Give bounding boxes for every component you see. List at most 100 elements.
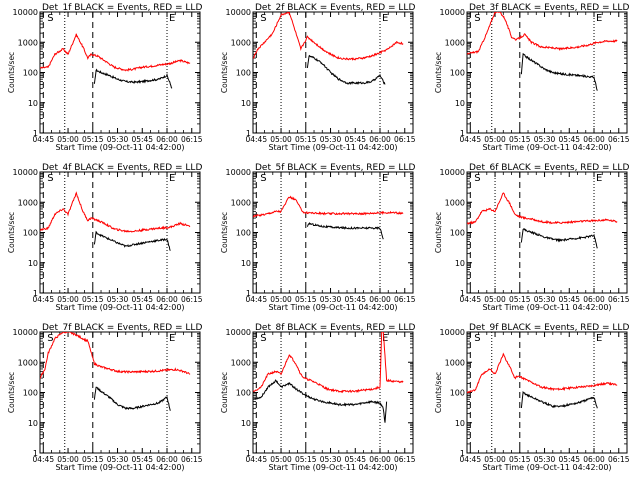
y-axis-label: Counts/sec [7,212,16,253]
series-group [467,192,618,249]
y-axis-label: Counts/sec [434,52,443,93]
x-tick-label: 06:15 [608,295,630,304]
end-marker-label: E [169,13,175,24]
panel-6: Det_6f BLACK = Events, RED = LLD 1 10 100 10… [434,163,630,312]
y-tick-label: 1 [246,129,251,138]
x-tick-label: 05:45 [131,135,153,144]
panel-title: Det_7f BLACK = Events, RED = LLD [42,323,202,333]
x-tick-label: 04:45 [245,455,267,464]
y-tick-label: 100 [23,389,38,398]
start-marker-label: S [474,333,480,344]
panel-4: Det_4f BLACK = Events, RED = LLD 1 10 100 10… [7,163,203,312]
x-tick-label: 05:00 [484,295,506,304]
plot-frame [466,11,628,134]
y-tick-label: 100 [236,229,251,238]
y-tick-label: 10000 [226,8,251,17]
panel-title: Det_6f BLACK = Events, RED = LLD [469,163,629,173]
y-axis-label: Counts/sec [7,372,16,413]
events-series-line [306,54,386,86]
y-axis-label: Counts/sec [434,212,443,253]
x-axis-label: Start Time (09-Oct-11 04:42:00) [268,463,397,472]
plot-frame [39,11,201,134]
x-tick-label: 05:15 [509,455,531,464]
events-series-line [520,228,598,249]
y-axis-label: Counts/sec [434,372,443,413]
y-tick-label: 1000 [18,358,38,367]
y-tick-label: 1000 [445,38,465,47]
x-tick-label: 05:15 [295,455,317,464]
x-tick-label: 05:00 [57,135,79,144]
start-marker-label: S [260,333,266,344]
x-tick-label: 05:45 [344,455,366,464]
marker-lines [469,332,595,453]
x-tick-label: 06:00 [156,135,178,144]
x-axis-label: Start Time (09-Oct-11 04:42:00) [55,143,184,152]
end-marker-label: E [169,173,175,184]
x-tick-label: 06:00 [583,455,605,464]
y-tick-label: 1000 [445,198,465,207]
y-tick-label: 10000 [13,168,38,177]
marker-lines [469,172,595,293]
x-tick-label: 05:45 [558,455,580,464]
x-axis-label: Start Time (09-Oct-11 04:42:00) [482,303,611,312]
x-tick-label: 05:30 [534,135,556,144]
x-tick-label: 05:30 [107,455,129,464]
x-tick-label: 05:00 [270,455,292,464]
y-tick-label: 10 [455,259,465,268]
x-tick-label: 05:30 [534,295,556,304]
x-axis-label: Start Time (09-Oct-11 04:42:00) [268,143,397,152]
y-tick-label: 1000 [445,358,465,367]
marker-lines [469,12,595,133]
x-tick-label: 06:15 [394,295,416,304]
y-tick-label: 10 [28,99,38,108]
panel-title: Det_8f BLACK = Events, RED = LLD [255,323,415,333]
y-tick-label: 100 [23,69,38,78]
end-marker-label: E [382,173,388,184]
marker-lines [255,12,381,133]
x-axis-label: Start Time (09-Oct-11 04:42:00) [482,463,611,472]
y-tick-label: 100 [23,229,38,238]
lld-series-line [253,195,404,218]
x-tick-label: 06:00 [583,135,605,144]
plot-frame [39,171,201,294]
y-tick-label: 1000 [18,198,38,207]
y-tick-label: 1000 [231,358,251,367]
start-marker-label: S [474,173,480,184]
panel-2: Det_2f BLACK = Events, RED = LLD 1 10 100 10… [220,3,416,152]
series-group [253,195,404,240]
x-tick-label: 04:45 [245,135,267,144]
series-group [467,352,618,409]
start-marker-label: S [47,173,53,184]
y-tick-label: 10 [241,259,251,268]
events-series-line [93,230,171,251]
plot-frame [466,171,628,294]
x-tick-label: 05:30 [107,295,129,304]
y-tick-label: 1000 [18,38,38,47]
lld-series-line [40,191,191,233]
start-marker-label: S [47,13,53,24]
y-tick-label: 10 [241,419,251,428]
end-marker-label: E [596,173,602,184]
lld-series-line [253,12,404,61]
y-tick-label: 10000 [226,328,251,337]
start-marker-label: S [474,13,480,24]
events-series-line [520,390,598,409]
x-tick-label: 06:00 [583,295,605,304]
x-tick-label: 05:15 [82,135,104,144]
end-marker-label: E [382,333,388,344]
lld-series-line [253,332,404,394]
x-axis-label: Start Time (09-Oct-11 04:42:00) [55,303,184,312]
marker-lines [255,172,381,293]
marker-lines [255,332,381,453]
y-axis-label: Counts/sec [220,372,229,413]
y-tick-label: 10 [28,419,38,428]
start-marker-label: S [260,173,266,184]
x-tick-label: 05:15 [295,295,317,304]
x-axis-label: Start Time (09-Oct-11 04:42:00) [55,463,184,472]
end-marker-label: E [382,13,388,24]
y-tick-label: 1 [460,289,465,298]
start-marker-label: S [47,333,53,344]
panel-5: Det_5f BLACK = Events, RED = LLD 1 10 100 10… [220,163,416,312]
x-tick-label: 06:00 [156,295,178,304]
events-series-line [93,68,173,89]
